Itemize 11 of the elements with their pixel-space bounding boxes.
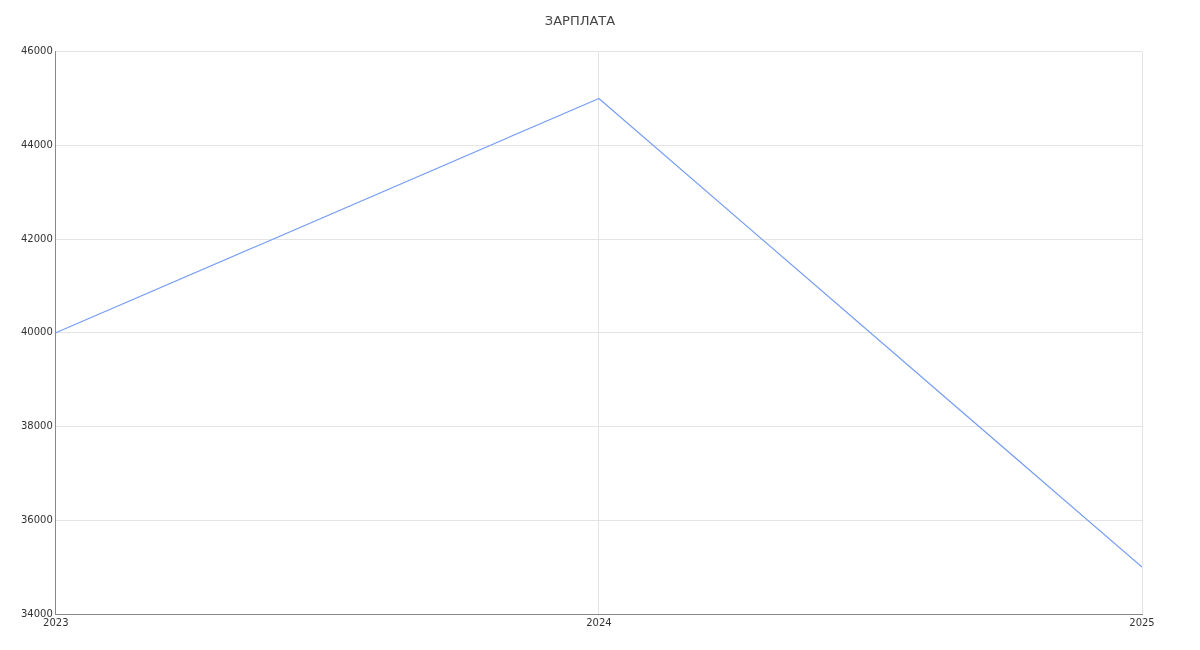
x-tick-label: 2024 [586,616,612,628]
y-tick-label: 44000 [21,138,53,150]
x-tick-label: 2023 [43,616,69,628]
y-tick-label: 34000 [21,607,53,619]
chart-title: ЗАРПЛАТА [544,13,616,29]
y-tick-label: 46000 [21,45,53,57]
y-tick-label: 36000 [21,513,53,525]
y-tick-label: 42000 [21,232,53,244]
y-tick-label: 38000 [21,420,53,432]
y-tick-label: 40000 [21,326,53,338]
x-tick-label: 2025 [1129,616,1155,628]
